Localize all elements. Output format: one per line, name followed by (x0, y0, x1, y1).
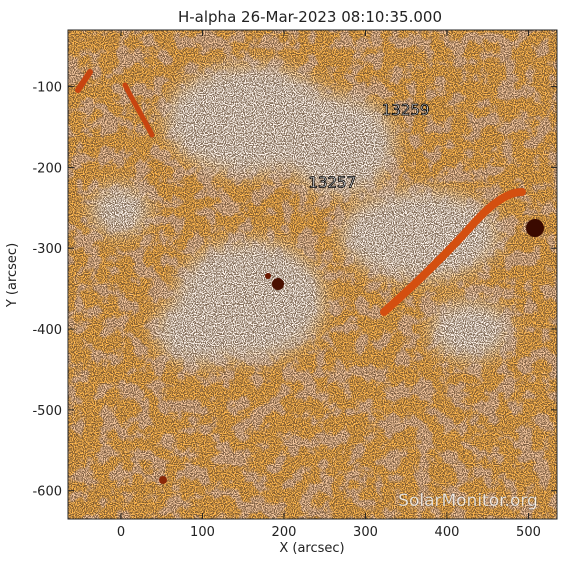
dark-specks (68, 30, 557, 519)
watermark: SolarMonitor.org (398, 491, 538, 511)
region-label: 13259 (382, 101, 430, 119)
solar-image (68, 30, 557, 519)
y-axis-label: Y (arcsec) (5, 243, 20, 308)
x-tick-label: 400 (435, 525, 460, 540)
y-tick-label: -400 (32, 323, 62, 338)
y-tick-label: -500 (32, 404, 62, 419)
y-tick-label: -200 (32, 161, 62, 176)
x-tick-label: 500 (516, 525, 541, 540)
sunspot-east (526, 219, 544, 237)
x-tick-label: 200 (272, 525, 297, 540)
sunspot-center (272, 278, 284, 290)
filament-corner (75, 69, 93, 93)
y-tick-label: -100 (32, 81, 62, 96)
sunspot-lower (159, 476, 167, 484)
x-tick-label: 300 (353, 525, 378, 540)
figure-title: H-alpha 26-Mar-2023 08:10:35.000 (178, 8, 442, 26)
y-axis-ticks: -100 -200 -300 -400 -500 -600 (32, 81, 557, 500)
x-axis-ticks: 0 100 200 300 400 500 (117, 30, 541, 540)
x-tick-label: 100 (190, 525, 215, 540)
region-label: 13257 (308, 174, 356, 192)
sunspot-small (265, 273, 271, 279)
filament-long (380, 188, 526, 316)
plot-frame (67, 29, 558, 520)
x-tick-label: 0 (117, 525, 125, 540)
filament-upper-left (122, 82, 155, 138)
y-tick-label: -600 (32, 485, 62, 500)
y-tick-label: -300 (32, 242, 62, 257)
x-axis-label: X (arcsec) (279, 541, 344, 556)
filaments (75, 69, 526, 316)
